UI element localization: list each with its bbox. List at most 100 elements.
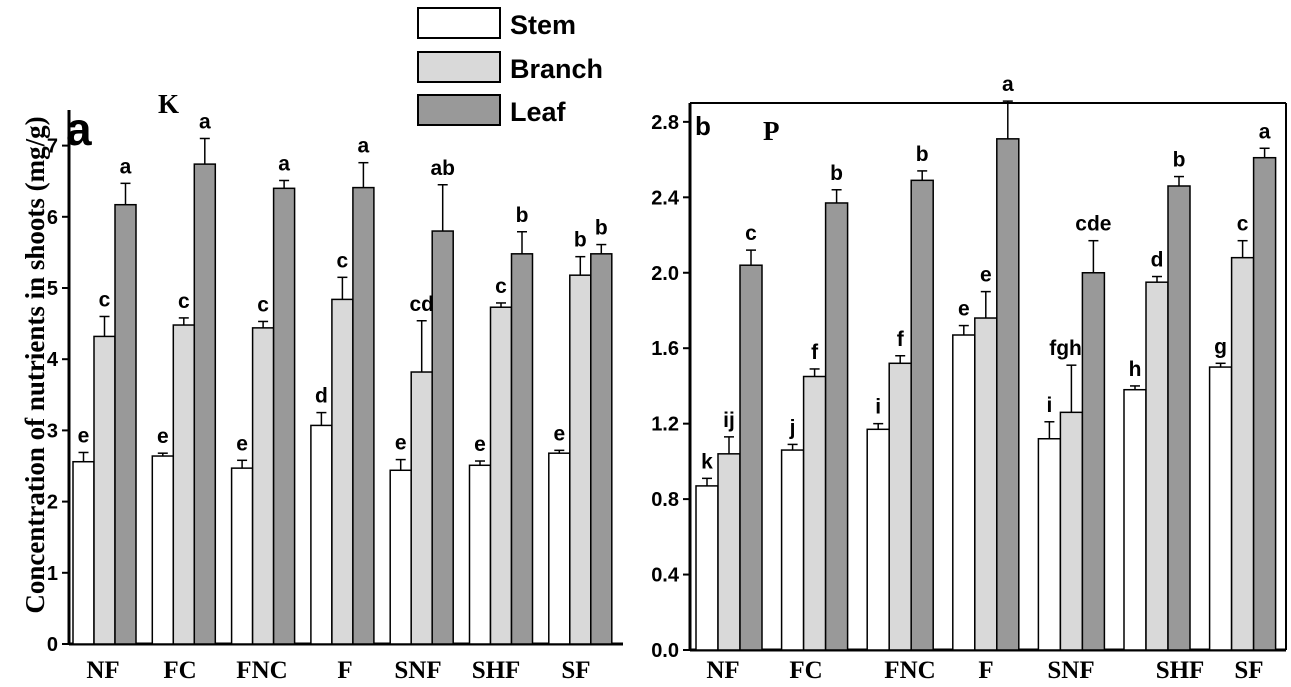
bar	[114, 203, 137, 645]
bar	[230, 467, 254, 645]
significance-letter: ab	[430, 157, 455, 180]
significance-letter: a	[358, 135, 370, 158]
bar	[489, 306, 513, 645]
bar	[1123, 388, 1147, 651]
y-tick-label: 6	[47, 207, 58, 229]
y-tick-label: 2.8	[651, 112, 679, 134]
x-tick-label: SHF	[1156, 657, 1205, 684]
legend-swatch-stem	[417, 7, 501, 39]
y-tick-label: 7	[47, 136, 58, 158]
bar	[866, 428, 890, 651]
bar	[1081, 272, 1106, 651]
significance-letter: e	[474, 433, 486, 456]
significance-letter: a	[199, 110, 211, 133]
bar	[1145, 281, 1169, 651]
significance-letter: b	[574, 229, 587, 252]
significance-letter: c	[337, 249, 349, 272]
x-tick-label: FC	[163, 657, 196, 684]
x-tick-label: SF	[1234, 657, 1263, 684]
y-axis-label: Concentration of nutrients in shoots (mg…	[20, 116, 50, 613]
y-tick-label: 0	[47, 634, 58, 656]
x-tick-label: SNF	[1047, 657, 1094, 684]
x-tick-label: F	[978, 657, 993, 684]
x-tick-label: F	[337, 657, 352, 684]
bar	[310, 424, 333, 645]
significance-letter: g	[1214, 335, 1227, 358]
significance-letter: b	[1173, 149, 1186, 172]
x-tick-label: SNF	[394, 657, 441, 684]
bar	[1252, 156, 1277, 651]
significance-letter: d	[1151, 249, 1164, 272]
significance-letter: a	[1002, 73, 1014, 96]
bar	[1037, 437, 1062, 651]
x-tick-label: FNC	[884, 657, 935, 684]
significance-letter: b	[516, 204, 529, 227]
significance-letter: a	[120, 155, 132, 178]
y-tick-label: 1	[47, 563, 58, 585]
y-tick-label: 0.8	[651, 489, 679, 511]
bar	[251, 327, 275, 645]
legend-swatch-leaf	[417, 94, 501, 126]
panel-b-label: b	[695, 111, 711, 141]
significance-letter: e	[395, 432, 407, 455]
bar	[590, 253, 613, 645]
x-tick-label: NF	[86, 657, 119, 684]
x-tick-label: FC	[789, 657, 822, 684]
bar	[569, 274, 592, 645]
bar	[695, 485, 719, 651]
bar	[824, 202, 849, 651]
y-tick-label: 3	[47, 420, 58, 442]
significance-letter: c	[745, 222, 757, 245]
significance-letter: c	[1237, 213, 1249, 236]
bar	[410, 371, 433, 645]
significance-letter: e	[553, 422, 565, 445]
y-tick-label: 0.4	[651, 565, 680, 587]
panel-a-title: K	[158, 89, 179, 119]
significance-letter: e	[236, 432, 248, 455]
y-tick-label: 2.0	[651, 263, 679, 285]
bar	[172, 324, 196, 645]
bar	[1167, 185, 1191, 651]
legend-label-branch: Branch	[510, 54, 603, 84]
significance-letter: j	[789, 416, 796, 439]
bar	[780, 449, 805, 651]
legend: Stem Branch Leaf	[417, 7, 603, 127]
x-tick-label: SF	[561, 657, 590, 684]
significance-letter: h	[1129, 358, 1142, 381]
bar	[910, 179, 934, 651]
bar	[1208, 366, 1233, 651]
significance-letter: c	[178, 290, 190, 313]
significance-letter: e	[78, 424, 90, 447]
significance-letter: b	[916, 143, 929, 166]
bar	[389, 469, 412, 645]
bar	[352, 186, 375, 645]
bar	[151, 455, 175, 645]
bar	[888, 362, 912, 651]
legend-label-stem: Stem	[510, 10, 576, 40]
significance-letter: c	[257, 293, 269, 316]
bar	[1230, 256, 1255, 651]
y-tick-label: 2	[47, 492, 58, 514]
bar	[952, 334, 976, 651]
bar	[72, 460, 95, 645]
bar	[468, 464, 492, 645]
significance-letter: i	[875, 396, 881, 419]
legend-swatch-branch	[417, 51, 501, 83]
panel-b-title: P	[763, 116, 780, 146]
significance-letter: c	[495, 275, 507, 298]
bar	[510, 253, 534, 645]
significance-letter: d	[315, 385, 328, 408]
y-tick-label: 1.2	[651, 414, 679, 436]
significance-letter: a	[278, 152, 290, 175]
significance-letter: f	[897, 328, 905, 351]
significance-letter: e	[958, 298, 970, 321]
x-tick-label: SHF	[472, 657, 521, 684]
significance-letter: ij	[723, 409, 735, 432]
significance-letter: e	[980, 264, 992, 287]
bar	[996, 138, 1020, 651]
legend-label-leaf: Leaf	[510, 97, 567, 127]
panel-b-plot: 0.0 0.4 0.8 1.2 1.6 2.0 2.4 2.8 kij c NF j f b FC i f b FN…	[651, 73, 1287, 684]
bar	[331, 298, 354, 645]
significance-letter: cd	[409, 293, 434, 316]
